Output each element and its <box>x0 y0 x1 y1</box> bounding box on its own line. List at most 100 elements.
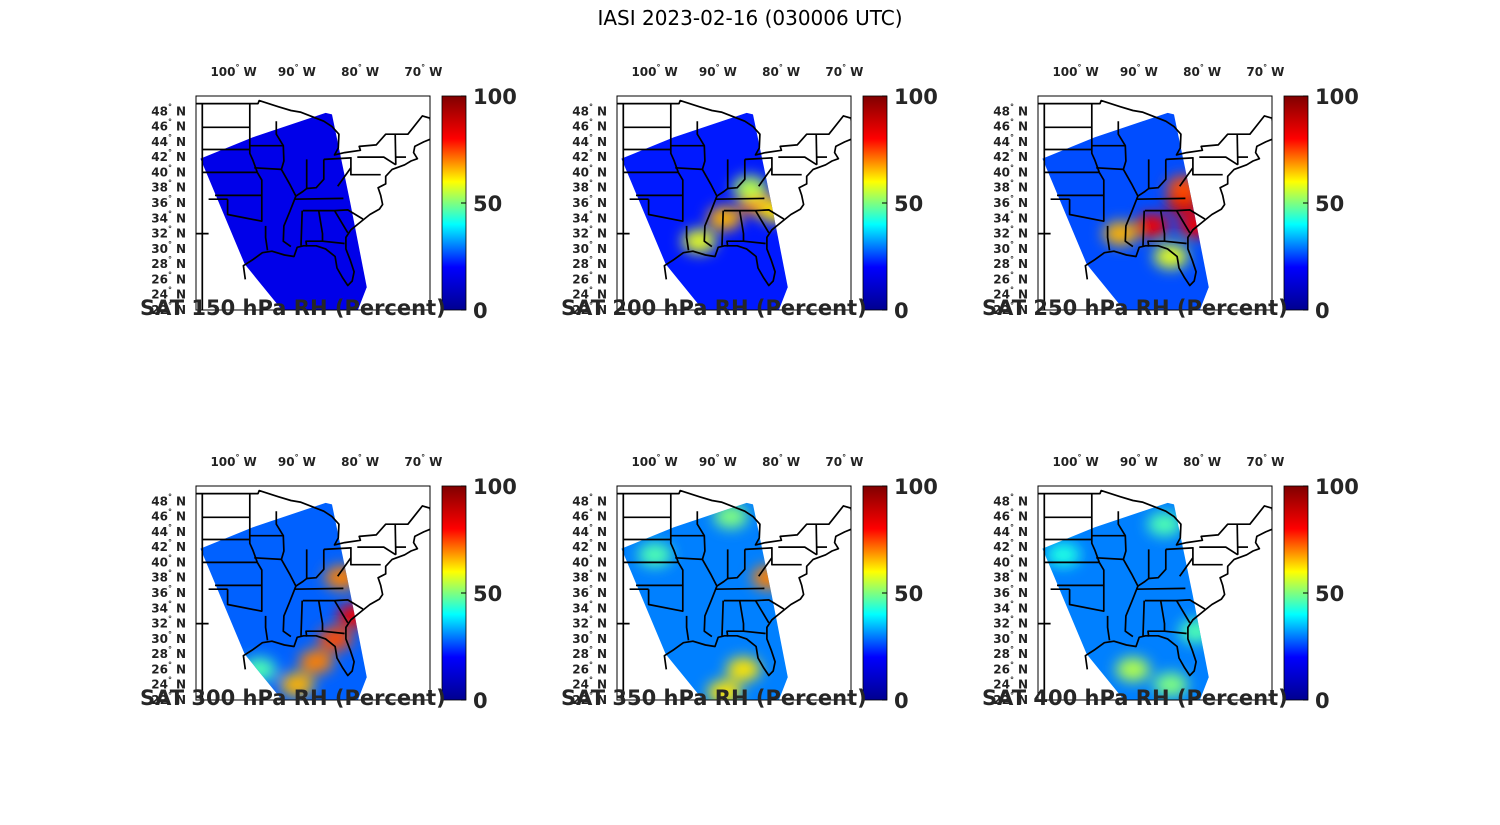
border-line <box>254 556 282 561</box>
border-line <box>669 103 680 173</box>
y-tick-label: 40° N <box>993 163 1028 179</box>
x-tick-label: 80° W <box>1183 63 1221 79</box>
y-tick-label: 46° N <box>572 118 607 134</box>
border-line <box>714 197 765 201</box>
y-tick-label: 32° N <box>151 615 186 631</box>
y-tick-label: 26° N <box>151 660 186 676</box>
border-line <box>727 549 746 580</box>
map-panel: 100° W 90° W 80° W 70° W 48° N 46° N 44° N 42° N 40° N 38°… <box>982 453 1392 758</box>
border-line <box>663 528 851 677</box>
y-tick-label: 42° N <box>993 148 1028 164</box>
y-tick-label: 46° N <box>572 508 607 524</box>
map-borders <box>196 99 430 310</box>
border-line <box>754 210 770 234</box>
border-line <box>323 157 351 161</box>
map-frame <box>616 485 852 701</box>
border-line <box>1192 547 1223 566</box>
border-line <box>350 157 381 176</box>
map-borders <box>617 99 851 310</box>
y-tick-label: 24° N <box>993 676 1028 692</box>
border-line <box>1096 166 1124 171</box>
border-line <box>1142 600 1146 636</box>
y-tick-label: 40° N <box>151 163 186 179</box>
border-line <box>677 171 684 222</box>
border-line <box>727 159 746 190</box>
border-line <box>1236 524 1239 555</box>
border-line <box>1199 156 1239 166</box>
y-tick-label: 24° N <box>572 286 607 302</box>
y-tick-label: 24° N <box>151 676 186 692</box>
border-line <box>1164 240 1187 245</box>
border-line <box>675 556 703 561</box>
x-tick-label: 100° W <box>210 63 256 79</box>
y-tick-label: 48° N <box>151 492 186 508</box>
colorbar-tick-label: 50 <box>1315 192 1344 216</box>
x-tick-label: 90° W <box>278 453 316 469</box>
y-tick-label: 34° N <box>151 599 186 615</box>
y-tick-label: 44° N <box>993 523 1028 539</box>
map-panel: 100° W 90° W 80° W 70° W 48° N 46° N 44° N 42° N 40° N 38°… <box>561 63 971 368</box>
y-tick-label: 36° N <box>572 584 607 600</box>
border-line <box>1179 557 1194 577</box>
border-line <box>1175 600 1191 624</box>
x-tick-label: 80° W <box>341 63 379 79</box>
border-line <box>1038 489 1272 546</box>
border-line <box>295 549 308 587</box>
border-line <box>322 630 345 635</box>
y-tick-label: 36° N <box>572 194 607 210</box>
border-line <box>617 489 851 546</box>
y-tick-label: 34° N <box>993 599 1028 615</box>
map-frame <box>195 485 431 701</box>
y-tick-label: 32° N <box>572 615 607 631</box>
border-line <box>256 561 263 612</box>
border-line <box>744 547 772 551</box>
map-borders <box>1038 99 1272 310</box>
x-tick-label: 90° W <box>278 63 316 79</box>
border-line <box>300 600 304 636</box>
rh-moist-region <box>682 229 717 254</box>
colorbar-tick-label: 50 <box>894 582 923 606</box>
x-tick-label: 70° W <box>1246 453 1284 469</box>
colorbar-tick-label: 100 <box>473 85 517 109</box>
border-line <box>647 199 684 223</box>
colorbar-tick-label: 100 <box>894 85 938 109</box>
y-tick-label: 26° N <box>151 270 186 286</box>
y-tick-label: 44° N <box>993 133 1028 149</box>
colorbar-tick-label: 0 <box>473 299 488 323</box>
colorbar-tick-label: 50 <box>473 192 502 216</box>
border-line <box>226 199 263 223</box>
border-line <box>716 549 729 587</box>
y-tick-label: 38° N <box>993 569 1028 585</box>
border-line <box>394 524 397 555</box>
y-tick-label: 34° N <box>572 209 607 225</box>
x-tick-label: 70° W <box>825 63 863 79</box>
y-tick-label: 42° N <box>151 148 186 164</box>
rh-moist-region <box>280 672 315 697</box>
y-tick-label: 34° N <box>572 599 607 615</box>
figure-title: IASI 2023-02-16 (030006 UTC) <box>597 6 903 30</box>
y-tick-label: 28° N <box>151 645 186 661</box>
border-line <box>333 600 349 624</box>
border-line <box>306 549 325 580</box>
rh-moist-region <box>299 649 334 674</box>
border-line <box>1135 587 1186 591</box>
x-tick-label: 100° W <box>1052 453 1098 469</box>
y-tick-label: 44° N <box>572 133 607 149</box>
y-tick-label: 28° N <box>993 255 1028 271</box>
y-tick-label: 48° N <box>993 102 1028 118</box>
y-tick-label: 28° N <box>572 255 607 271</box>
x-tick-label: 90° W <box>699 453 737 469</box>
y-tick-label: 32° N <box>993 225 1028 241</box>
y-tick-label: 28° N <box>151 255 186 271</box>
x-tick-label: 80° W <box>1183 453 1221 469</box>
x-tick-label: 80° W <box>762 63 800 79</box>
x-tick-label: 70° W <box>1246 63 1284 79</box>
y-tick-label: 26° N <box>572 660 607 676</box>
map-borders <box>617 489 851 700</box>
y-tick-label: 44° N <box>151 523 186 539</box>
border-line <box>1142 210 1146 246</box>
border-line <box>675 166 703 171</box>
border-line <box>696 511 718 638</box>
y-tick-label: 36° N <box>993 584 1028 600</box>
rh-moist-region <box>1115 657 1150 682</box>
